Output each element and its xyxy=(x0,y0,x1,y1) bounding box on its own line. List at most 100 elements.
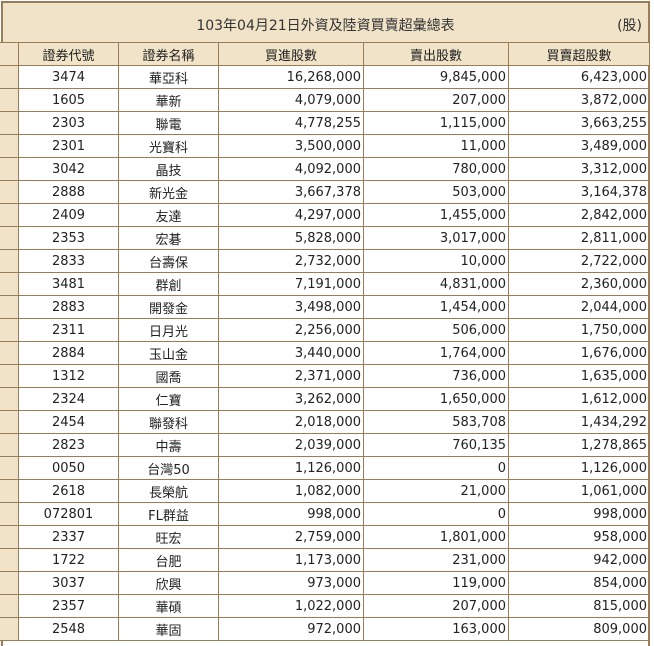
table-row: 1722 台肥 1,173,000 231,000 942,000 xyxy=(0,548,650,572)
stock-name-cell: 聯發科 xyxy=(118,410,219,434)
net-shares-cell: 2,722,000 xyxy=(508,249,650,273)
stock-name-cell: 日月光 xyxy=(118,318,219,342)
stock-name-cell: 中壽 xyxy=(118,433,219,457)
table-row: 2324 仁寶 3,262,000 1,650,000 1,612,000 xyxy=(0,387,650,411)
stock-name-cell: 華新 xyxy=(118,88,219,112)
stock-code-cell: 3474 xyxy=(18,65,119,89)
sell-shares-cell: 506,000 xyxy=(363,318,509,342)
net-shares-cell: 3,663,255 xyxy=(508,111,650,135)
table-row: 2353 宏碁 5,828,000 3,017,000 2,811,000 xyxy=(0,226,650,250)
buy-shares-cell: 5,828,000 xyxy=(218,226,364,250)
buy-shares-cell: 2,371,000 xyxy=(218,364,364,388)
stock-name-cell: 聯電 xyxy=(118,111,219,135)
net-shares-cell: 1,278,865 xyxy=(508,433,650,457)
stock-name-cell: 宏碁 xyxy=(118,226,219,250)
unit-label: (股) xyxy=(617,18,642,34)
row-marker xyxy=(0,341,19,365)
table-row: 2303 聯電 4,778,255 1,115,000 3,663,255 xyxy=(0,111,650,135)
sell-shares-cell: 207,000 xyxy=(363,88,509,112)
table-row: 2357 華碩 1,022,000 207,000 815,000 xyxy=(0,594,650,618)
net-shares-cell: 942,000 xyxy=(508,548,650,572)
sell-shares-cell: 503,000 xyxy=(363,180,509,204)
table-row: 2454 聯發科 2,018,000 583,708 1,434,292 xyxy=(0,410,650,434)
stock-code-cell: 2618 xyxy=(18,479,119,503)
row-marker xyxy=(0,502,19,526)
net-shares-cell: 2,842,000 xyxy=(508,203,650,227)
col-header-code: 證券代號 xyxy=(18,42,119,66)
row-marker xyxy=(0,226,19,250)
col-header-name: 證券名稱 xyxy=(118,42,219,66)
row-marker xyxy=(0,295,19,319)
sell-shares-cell: 760,135 xyxy=(363,433,509,457)
row-marker xyxy=(0,594,19,618)
sell-shares-cell: 1,650,000 xyxy=(363,387,509,411)
sell-shares-cell: 10,000 xyxy=(363,249,509,273)
table-row: 1605 華新 4,079,000 207,000 3,872,000 xyxy=(0,88,650,112)
sell-shares-cell: 1,454,000 xyxy=(363,295,509,319)
stock-code-cell: 2337 xyxy=(18,525,119,549)
row-marker xyxy=(0,410,19,434)
stock-name-cell: 華亞科 xyxy=(118,65,219,89)
net-shares-cell: 809,000 xyxy=(508,617,650,641)
row-marker xyxy=(0,111,19,135)
row-marker xyxy=(0,571,19,595)
table-row: 3474 華亞科 16,268,000 9,845,000 6,423,000 xyxy=(0,65,650,89)
sell-shares-cell: 780,000 xyxy=(363,157,509,181)
row-marker xyxy=(0,548,19,572)
row-marker xyxy=(0,157,19,181)
stock-code-cell: 072801 xyxy=(18,502,119,526)
table-row: 3481 群創 7,191,000 4,831,000 2,360,000 xyxy=(0,272,650,296)
stock-name-cell: 欣興 xyxy=(118,571,219,595)
net-shares-cell: 1,750,000 xyxy=(508,318,650,342)
sell-shares-cell: 207,000 xyxy=(363,594,509,618)
stock-code-cell: 0050 xyxy=(18,456,119,480)
row-marker xyxy=(0,65,19,89)
sell-shares-cell: 1,764,000 xyxy=(363,341,509,365)
row-marker-header xyxy=(0,42,19,66)
sell-shares-cell: 9,845,000 xyxy=(363,65,509,89)
stock-code-cell: 2833 xyxy=(18,249,119,273)
buy-shares-cell: 2,732,000 xyxy=(218,249,364,273)
row-marker xyxy=(0,134,19,158)
stock-code-cell: 1312 xyxy=(18,364,119,388)
table-row: 2823 中壽 2,039,000 760,135 1,278,865 xyxy=(0,433,650,457)
buy-shares-cell: 3,498,000 xyxy=(218,295,364,319)
stock-name-cell: 開發金 xyxy=(118,295,219,319)
sell-shares-cell: 21,000 xyxy=(363,479,509,503)
sell-shares-cell: 1,801,000 xyxy=(363,525,509,549)
stock-code-cell: 2303 xyxy=(18,111,119,135)
stock-name-cell: 台壽保 xyxy=(118,249,219,273)
buy-shares-cell: 972,000 xyxy=(218,617,364,641)
row-marker xyxy=(0,180,19,204)
stock-name-cell: 華固 xyxy=(118,617,219,641)
row-marker xyxy=(0,617,19,641)
net-shares-cell: 2,811,000 xyxy=(508,226,650,250)
stock-code-cell: 2548 xyxy=(18,617,119,641)
sell-shares-cell: 0 xyxy=(363,456,509,480)
table-row: 2833 台壽保 2,732,000 10,000 2,722,000 xyxy=(0,249,650,273)
row-marker xyxy=(0,387,19,411)
net-shares-cell: 1,061,000 xyxy=(508,479,650,503)
stock-code-cell: 2353 xyxy=(18,226,119,250)
buy-shares-cell: 2,759,000 xyxy=(218,525,364,549)
sell-shares-cell: 163,000 xyxy=(363,617,509,641)
buy-shares-cell: 1,173,000 xyxy=(218,548,364,572)
buy-shares-cell: 7,191,000 xyxy=(218,272,364,296)
sell-shares-cell: 1,115,000 xyxy=(363,111,509,135)
sell-shares-cell: 736,000 xyxy=(363,364,509,388)
net-shares-cell: 1,676,000 xyxy=(508,341,650,365)
buy-shares-cell: 2,039,000 xyxy=(218,433,364,457)
table-row: 2884 玉山金 3,440,000 1,764,000 1,676,000 xyxy=(0,341,650,365)
sell-shares-cell: 119,000 xyxy=(363,571,509,595)
net-shares-cell: 2,360,000 xyxy=(508,272,650,296)
table-row: 1312 國喬 2,371,000 736,000 1,635,000 xyxy=(0,364,650,388)
net-shares-cell: 958,000 xyxy=(508,525,650,549)
buy-shares-cell: 973,000 xyxy=(218,571,364,595)
row-marker xyxy=(0,203,19,227)
sell-shares-cell: 11,000 xyxy=(363,134,509,158)
stock-code-cell: 2301 xyxy=(18,134,119,158)
row-marker xyxy=(0,456,19,480)
buy-shares-cell: 2,256,000 xyxy=(218,318,364,342)
table-row: 2618 長榮航 1,082,000 21,000 1,061,000 xyxy=(0,479,650,503)
stock-code-cell: 2823 xyxy=(18,433,119,457)
